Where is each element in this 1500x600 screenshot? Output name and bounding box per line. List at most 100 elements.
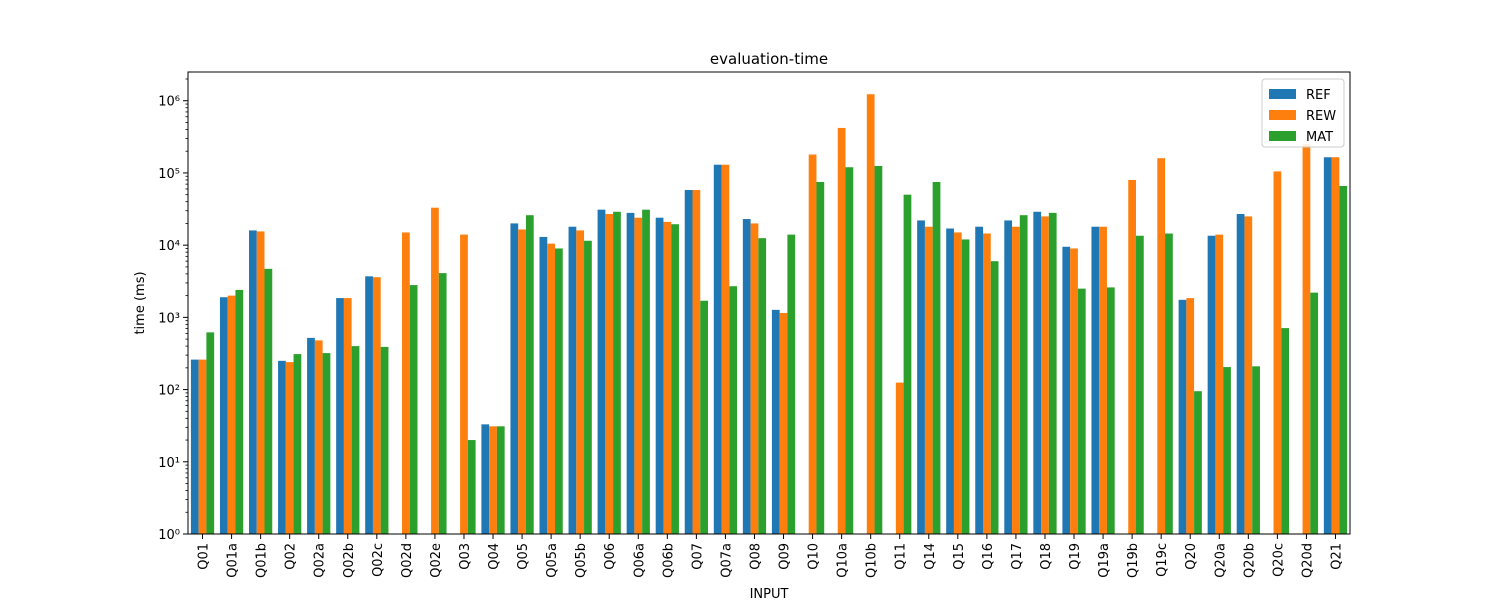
bar-ref-q01b <box>249 230 257 535</box>
bar-rew-q10 <box>808 154 817 534</box>
x-tick-label: Q14 <box>923 543 938 570</box>
bar-rew-q07 <box>692 190 701 534</box>
bar-ref-q02c <box>365 276 373 534</box>
x-tick-label: Q08 <box>748 543 763 570</box>
x-tick-label: Q10b <box>865 543 880 578</box>
y-tick-label: 10⁴ <box>158 239 180 254</box>
bar-ref-q20 <box>1178 299 1187 534</box>
bar-rew-q15 <box>953 232 962 534</box>
bar-mat-q02a <box>322 353 331 534</box>
bar-rew-q02a <box>314 340 323 534</box>
x-tick-label: Q20 <box>1184 543 1199 570</box>
bar-mat-q18 <box>1048 212 1057 534</box>
bar-ref-q02a <box>307 337 315 534</box>
x-tick-label: Q02 <box>284 543 299 570</box>
bar-mat-q02d <box>409 285 418 534</box>
plot-area <box>187 71 1351 535</box>
bar-rew-q18 <box>1041 216 1049 535</box>
bar-mat-q06b <box>671 224 679 534</box>
x-tick-label: Q18 <box>1039 543 1054 570</box>
x-tick-label: Q02e <box>429 543 444 578</box>
bar-rew-q04 <box>489 426 497 534</box>
x-tick-label: Q09 <box>778 543 793 570</box>
bar-ref-q08 <box>742 219 751 535</box>
bar-rew-q20a <box>1215 234 1224 535</box>
legend-label-mat: MAT <box>1306 130 1333 145</box>
bar-mat-q16 <box>990 261 999 534</box>
bar-ref-q20a <box>1207 235 1216 534</box>
x-tick-label: Q17 <box>1010 543 1025 570</box>
y-axis-label: time (ms) <box>133 271 148 334</box>
bar-ref-q14 <box>917 220 925 534</box>
bar-mat-q05a <box>555 248 563 534</box>
bar-ref-q19 <box>1062 246 1071 534</box>
bar-mat-q20b <box>1252 366 1260 534</box>
bar-mat-q14 <box>932 181 941 534</box>
bar-ref-q01 <box>190 359 199 534</box>
bar-rew-q06b <box>663 221 672 534</box>
bar-mat-q17 <box>1019 215 1028 534</box>
bar-rew-q07a <box>721 164 730 534</box>
x-tick-label: Q19a <box>1097 543 1112 578</box>
bar-mat-q01 <box>206 332 215 534</box>
bar-mat-q09 <box>787 234 796 535</box>
x-axis: Q01 Q01a Q01b Q02 Q02a Q02b Q02c Q02d Q02e Q03 Q04… <box>197 534 1344 578</box>
bar-ref-q05b <box>568 226 577 534</box>
bar-rew-q17 <box>1012 226 1020 534</box>
x-tick-label: Q07 <box>690 543 705 570</box>
bar-mat-q20a <box>1223 367 1231 534</box>
bar-ref-q06b <box>655 217 664 534</box>
bar-ref-q09 <box>771 309 780 534</box>
bar-rew-q20 <box>1186 298 1195 534</box>
bar-mat-q02e <box>438 273 447 534</box>
chart-title: evaluation-time <box>710 50 828 68</box>
x-axis-label: INPUT <box>750 587 789 600</box>
x-tick-label: Q01b <box>255 543 270 578</box>
x-tick-label: Q19c <box>1155 543 1170 577</box>
bar-ref-q06a <box>626 212 635 534</box>
x-tick-label: Q19 <box>1068 543 1083 570</box>
y-tick-label: 10⁵ <box>158 167 180 182</box>
x-tick-label: Q02c <box>371 543 386 577</box>
bar-ref-q07a <box>713 164 722 534</box>
bar-ref-q19a <box>1091 226 1100 534</box>
bar-rew-q14 <box>924 226 933 534</box>
bar-rew-q02e <box>431 207 439 534</box>
bar-rew-q05a <box>547 243 555 534</box>
bar-ref-q16 <box>975 226 983 534</box>
x-tick-label: Q20a <box>1213 543 1228 578</box>
bar-rew-q05b <box>576 230 585 535</box>
bar-mat-q03 <box>467 440 476 534</box>
x-tick-label: Q02b <box>342 543 357 578</box>
y-axis: 10⁰ 10¹ 10² 10³ 10⁴ 10⁵ 10⁶ <box>158 78 188 543</box>
bar-ref-q21 <box>1323 157 1332 535</box>
bar-rew-q20b <box>1244 216 1253 535</box>
bar-ref-q05 <box>510 223 519 535</box>
bar-mat-q08 <box>758 238 767 534</box>
bar-rew-q20c <box>1273 171 1282 535</box>
x-tick-label: Q03 <box>458 543 473 570</box>
x-tick-label: Q19b <box>1126 543 1141 578</box>
bar-ref-q17 <box>1004 220 1013 534</box>
bar-mat-q02c <box>380 346 389 534</box>
bar-ref-q15 <box>946 228 954 534</box>
x-tick-label: Q02d <box>400 543 415 578</box>
bar-mat-q07 <box>700 300 708 534</box>
bar-ref-q18 <box>1033 211 1042 534</box>
x-tick-label: Q20d <box>1300 543 1315 578</box>
legend-swatch-rew <box>1269 110 1296 120</box>
x-tick-label: Q05 <box>516 543 531 570</box>
bar-mat-q19c <box>1165 233 1173 534</box>
bar-rew-q11 <box>895 382 904 534</box>
bar-mat-q06a <box>642 209 650 534</box>
x-tick-label: Q02a <box>313 543 328 578</box>
bar-rew-q19 <box>1070 248 1078 534</box>
bar-mat-q06 <box>613 211 621 534</box>
bar-ref-q06 <box>597 209 606 534</box>
bar-mat-q01a <box>235 289 244 534</box>
x-tick-label: Q21 <box>1329 543 1344 570</box>
bar-mat-q04 <box>496 426 505 534</box>
legend: REF REW MAT <box>1261 78 1345 148</box>
bar-mat-q20d <box>1310 292 1319 534</box>
